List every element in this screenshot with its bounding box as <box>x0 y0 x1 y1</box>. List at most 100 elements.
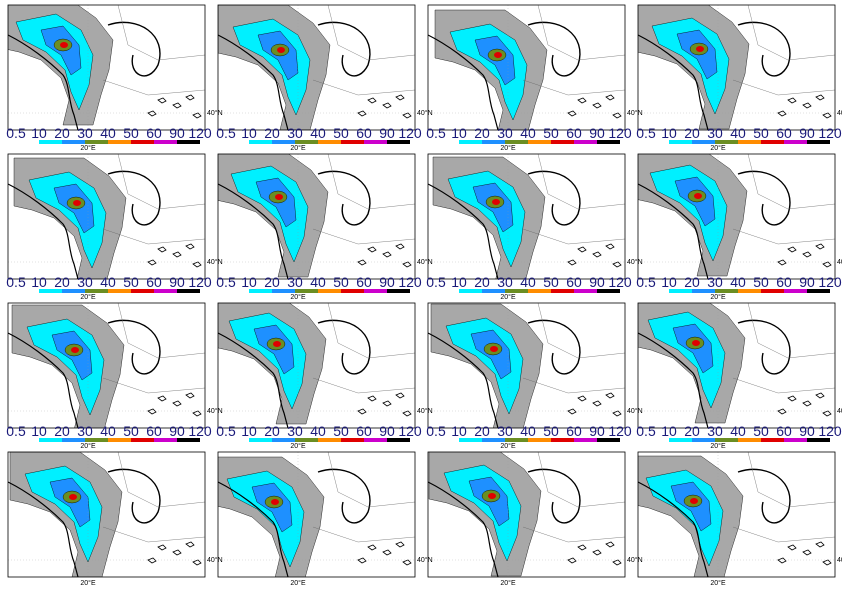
island <box>382 400 392 407</box>
island <box>357 408 367 415</box>
colorbar-swatch <box>249 289 272 293</box>
colorbar-swatch <box>39 438 62 442</box>
panel-frame <box>217 153 416 280</box>
colorbar-label: 0.5 <box>216 423 236 439</box>
colorbar-label: 30 <box>497 125 513 141</box>
island <box>802 102 812 109</box>
border <box>522 303 625 394</box>
colorbar-label: 40 <box>520 274 536 290</box>
precip <box>430 303 544 428</box>
island <box>577 544 587 551</box>
island <box>577 395 587 402</box>
precip-peak <box>69 494 77 500</box>
island <box>605 541 615 548</box>
border <box>102 5 205 96</box>
island <box>592 102 602 109</box>
colorbar-swatch <box>436 289 459 293</box>
colorbar-label: 10 <box>241 125 257 141</box>
colorbar-label: 30 <box>497 274 513 290</box>
lon-label: 20°E <box>290 442 306 450</box>
border <box>312 452 415 543</box>
coastline <box>8 481 79 577</box>
colorbar-swatch <box>669 140 692 144</box>
colorbar-label: 20 <box>264 125 280 141</box>
map-body <box>8 5 205 130</box>
colorbar-label: 30 <box>707 125 723 141</box>
colorbar-label: 90 <box>589 125 605 141</box>
colorbar-label: 60 <box>146 125 162 141</box>
colorbar-swatch <box>318 438 341 442</box>
lat-label: 40°N <box>837 407 842 415</box>
coastline <box>8 34 79 130</box>
precip <box>13 157 127 279</box>
map-body <box>638 5 835 130</box>
colorbar-swatch <box>574 140 597 144</box>
colorbar-swatch <box>505 438 528 442</box>
colorbar-swatch <box>715 438 738 442</box>
border <box>522 452 625 543</box>
lon-label: 20°E <box>80 293 96 301</box>
colorbar-label: 0.5 <box>636 423 656 439</box>
colorbar-swatch <box>761 438 784 442</box>
colorbar-swatch <box>318 289 341 293</box>
lon-label: 20°E <box>500 442 516 450</box>
border <box>732 5 835 96</box>
isobar <box>527 319 581 375</box>
panel-frame <box>427 4 626 131</box>
colorbar-label: 10 <box>241 274 257 290</box>
colorbar-swatch <box>738 438 761 442</box>
colorbar-swatch <box>784 140 807 144</box>
map-body <box>218 303 415 428</box>
colorbar-label: 60 <box>776 125 792 141</box>
island <box>592 400 602 407</box>
island <box>357 110 367 117</box>
colorbar-label: 30 <box>77 125 93 141</box>
precip-mid <box>26 318 105 416</box>
precip-peak <box>492 199 500 205</box>
precip-peak <box>488 493 496 499</box>
coastline <box>638 332 709 428</box>
map-body <box>638 452 835 577</box>
island <box>192 559 202 566</box>
colorbar-label: 20 <box>264 274 280 290</box>
precip-peak <box>73 200 81 206</box>
colorbar-label: 40 <box>100 125 116 141</box>
precip <box>638 455 744 577</box>
island <box>172 251 182 258</box>
island <box>402 410 412 417</box>
isobar <box>737 468 791 524</box>
colorbar-swatch <box>551 289 574 293</box>
colorbar-swatch <box>482 438 505 442</box>
island <box>787 395 797 402</box>
colorbar-swatch <box>646 140 669 144</box>
colorbar-label: 60 <box>566 125 582 141</box>
colorbar-label: 10 <box>661 274 677 290</box>
island <box>612 410 622 417</box>
colorbar-label: 60 <box>566 274 582 290</box>
colorbar-swatch <box>692 289 715 293</box>
lon-label: 20°E <box>710 579 726 587</box>
island <box>192 261 202 268</box>
island <box>157 395 167 402</box>
colorbar-swatch <box>692 438 715 442</box>
colorbar-swatch <box>597 140 620 144</box>
precip-mid <box>645 469 724 567</box>
island <box>787 246 797 253</box>
colorbar-label: 50 <box>333 423 349 439</box>
island <box>567 557 577 564</box>
coastline <box>638 183 709 279</box>
lat-label: 40°N <box>627 258 643 266</box>
island <box>802 549 812 556</box>
colorbar-swatch <box>715 289 738 293</box>
coastline <box>428 481 499 577</box>
island <box>382 102 392 109</box>
colorbar-label: 30 <box>77 274 93 290</box>
colorbar-swatch <box>16 438 39 442</box>
precip-peak <box>694 193 702 199</box>
map-body <box>8 452 205 577</box>
colorbar-swatch <box>295 289 318 293</box>
lon-label: 20°E <box>290 144 306 152</box>
colorbar-label: 10 <box>31 423 47 439</box>
